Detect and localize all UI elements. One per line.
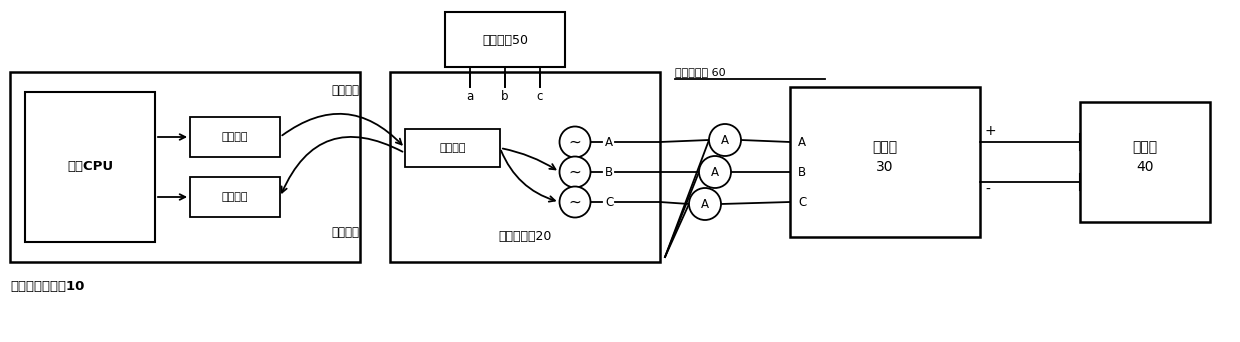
Text: B: B bbox=[605, 166, 613, 179]
Text: A: A bbox=[720, 133, 729, 146]
Circle shape bbox=[559, 186, 590, 218]
Bar bbox=[445, 12, 565, 67]
Text: B: B bbox=[799, 166, 806, 179]
Text: -: - bbox=[985, 183, 990, 197]
Text: C: C bbox=[799, 196, 806, 209]
Text: 充电机: 充电机 bbox=[873, 140, 898, 154]
Bar bbox=[10, 72, 360, 262]
Circle shape bbox=[559, 157, 590, 187]
Text: 30: 30 bbox=[877, 160, 894, 174]
Text: ~: ~ bbox=[569, 195, 582, 210]
Text: 交流电源50: 交流电源50 bbox=[482, 34, 528, 47]
Circle shape bbox=[689, 188, 720, 220]
Circle shape bbox=[699, 156, 732, 188]
Text: A: A bbox=[711, 166, 719, 179]
Text: 40: 40 bbox=[1136, 160, 1153, 174]
Text: A: A bbox=[799, 135, 806, 148]
Text: A: A bbox=[605, 135, 613, 148]
Text: a: a bbox=[466, 90, 474, 103]
Bar bbox=[391, 72, 660, 262]
Text: 电力系统模拟器10: 电力系统模拟器10 bbox=[10, 280, 84, 293]
Text: 电流传感器 60: 电流传感器 60 bbox=[675, 67, 725, 77]
Text: ~: ~ bbox=[569, 165, 582, 180]
Text: b: b bbox=[501, 90, 508, 103]
Bar bbox=[190, 177, 280, 217]
Text: 电流测量: 电流测量 bbox=[331, 225, 360, 238]
Text: 功率放大器20: 功率放大器20 bbox=[498, 231, 552, 244]
Text: 模拟输入: 模拟输入 bbox=[439, 143, 466, 153]
Text: 模拟输入: 模拟输入 bbox=[222, 192, 248, 202]
Circle shape bbox=[709, 124, 742, 156]
Text: c: c bbox=[537, 90, 543, 103]
Bar bbox=[190, 117, 280, 157]
Bar bbox=[790, 87, 980, 237]
Text: ~: ~ bbox=[569, 134, 582, 149]
Text: 多核CPU: 多核CPU bbox=[67, 160, 113, 173]
Text: +: + bbox=[985, 124, 997, 138]
Text: 电压指令: 电压指令 bbox=[331, 83, 360, 96]
Text: A: A bbox=[701, 197, 709, 210]
Bar bbox=[405, 129, 500, 167]
Text: 模拟输出: 模拟输出 bbox=[222, 132, 248, 142]
Circle shape bbox=[559, 127, 590, 158]
Bar bbox=[25, 92, 155, 242]
Bar bbox=[1080, 102, 1210, 222]
Text: 电池组: 电池组 bbox=[1132, 140, 1158, 154]
Text: C: C bbox=[605, 196, 614, 209]
